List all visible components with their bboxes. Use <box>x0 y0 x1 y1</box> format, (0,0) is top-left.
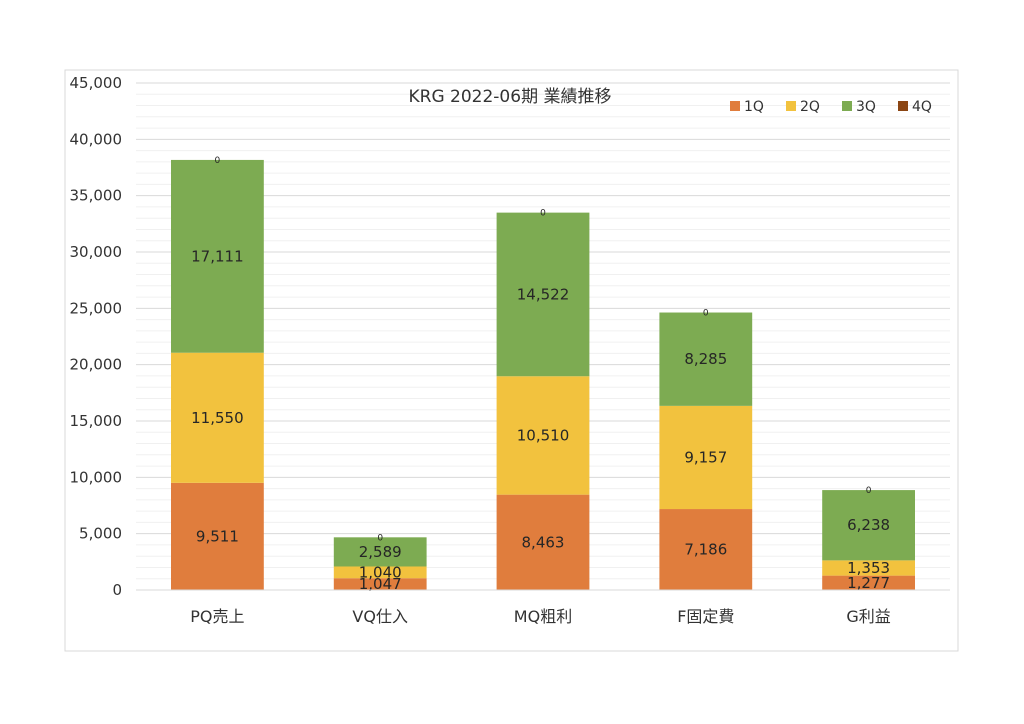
bar-segment <box>659 312 753 406</box>
y-tick-label: 45,000 <box>70 74 123 92</box>
y-tick-label: 0 <box>112 581 122 599</box>
data-label: 1,353 <box>847 559 890 577</box>
data-label: 9,157 <box>684 448 727 466</box>
legend-label: 4Q <box>912 99 932 115</box>
bar-segment <box>496 376 590 495</box>
legend-swatch <box>730 101 740 111</box>
legend-label: 3Q <box>856 99 876 115</box>
data-label: 10,510 <box>517 426 570 444</box>
x-tick-label: MQ粗利 <box>514 607 572 626</box>
y-tick-label: 15,000 <box>70 412 123 430</box>
x-axis: PQ売上 VQ仕入 MQ粗利 F固定費 G利益 <box>136 589 950 626</box>
y-tick-label: 10,000 <box>70 468 123 486</box>
y-tick-label: 35,000 <box>70 187 123 205</box>
bar-segment <box>171 482 264 590</box>
data-label: 8,285 <box>684 350 727 368</box>
data-label-zero: 0 <box>377 533 383 543</box>
legend: 1Q 2Q 3Q 4Q <box>730 99 932 115</box>
x-tick-label: G利益 <box>846 607 890 626</box>
y-tick-label: 5,000 <box>79 525 122 543</box>
legend-swatch <box>898 101 908 111</box>
legend-swatch <box>786 101 796 111</box>
x-tick-label: F固定費 <box>677 607 734 626</box>
bar-segment <box>822 575 915 590</box>
data-label: 2,589 <box>359 543 402 561</box>
bar-segment <box>333 578 427 590</box>
data-label-zero: 0 <box>866 486 872 496</box>
bar-segment <box>822 560 915 576</box>
data-label: 17,111 <box>191 247 244 265</box>
y-tick-label: 40,000 <box>70 130 123 148</box>
chart-title: KRG 2022-06期 業績推移 <box>409 87 612 107</box>
data-label-zero: 0 <box>703 309 709 319</box>
bar-segment <box>171 159 264 353</box>
data-label: 11,550 <box>191 409 244 427</box>
bar-segment <box>659 405 753 510</box>
bar-segment <box>496 212 590 377</box>
bar-segment <box>171 352 264 483</box>
data-label: 1,047 <box>359 575 402 593</box>
x-tick-label: PQ売上 <box>190 607 244 626</box>
y-tick-label: 20,000 <box>70 356 123 374</box>
data-label-zero: 0 <box>215 156 221 166</box>
legend-label: 1Q <box>744 99 764 115</box>
y-axis: 0 5,000 10,000 15,000 20,000 25,000 30,000 35,0… <box>70 74 123 599</box>
data-label-zero: 0 <box>540 209 546 219</box>
data-label: 7,186 <box>684 541 727 559</box>
legend-label: 2Q <box>800 99 820 115</box>
data-label: 8,463 <box>522 533 565 551</box>
bar-segment <box>822 490 915 561</box>
y-tick-label: 25,000 <box>70 299 123 317</box>
data-label: 14,522 <box>517 285 570 303</box>
x-tick-label: VQ仕入 <box>352 607 408 626</box>
data-label: 1,040 <box>359 563 402 581</box>
data-label: 6,238 <box>847 516 890 534</box>
data-label: 9,511 <box>196 527 239 545</box>
bar-segment <box>333 566 427 579</box>
legend-swatch <box>842 101 852 111</box>
bar-segment <box>333 537 427 567</box>
bar-segment <box>496 494 590 590</box>
y-tick-label: 30,000 <box>70 243 123 261</box>
data-label: 1,277 <box>847 574 890 592</box>
bar-segment <box>659 509 753 590</box>
bars <box>171 159 915 590</box>
